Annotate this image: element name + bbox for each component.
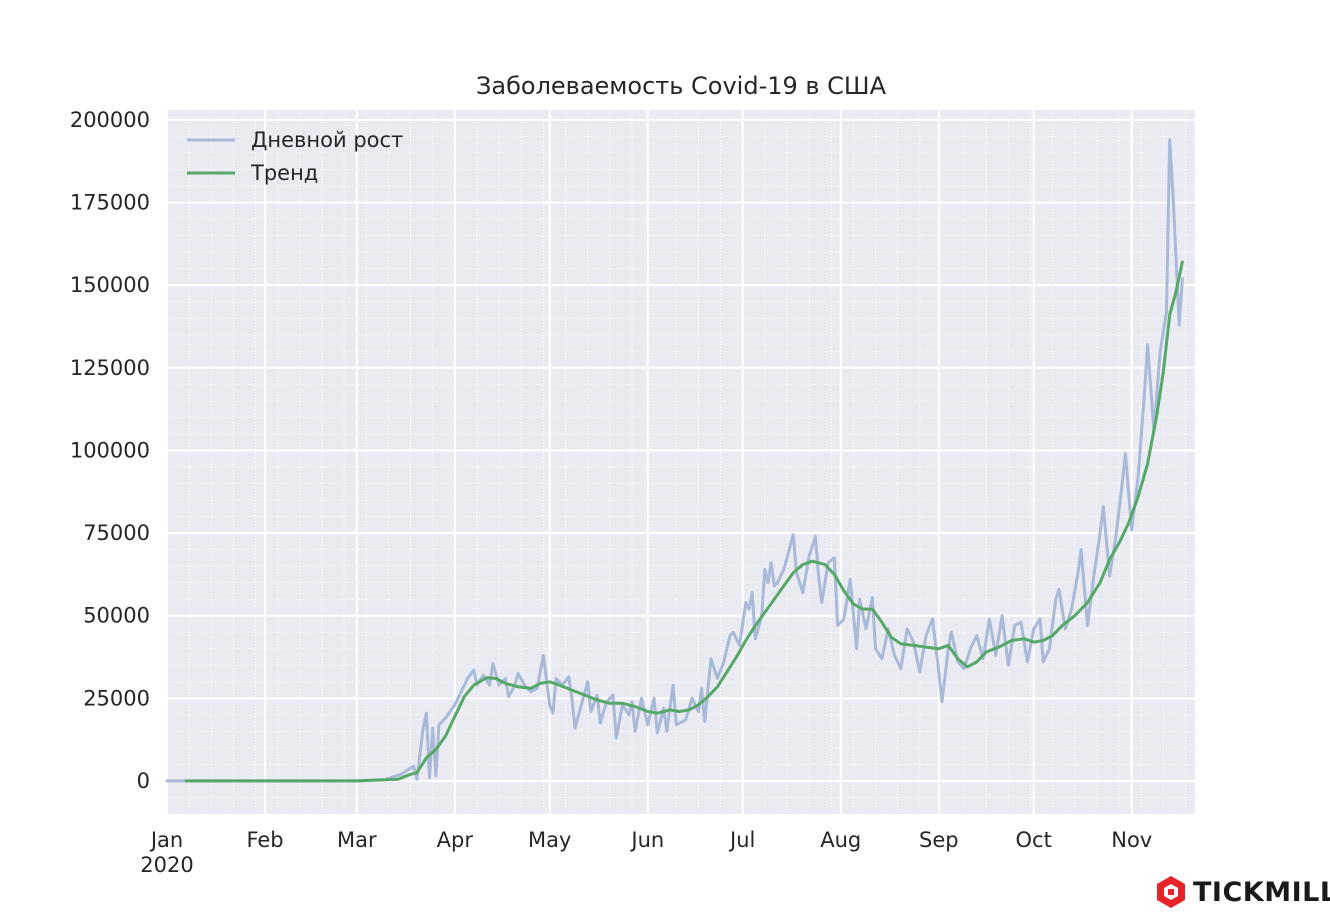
tickmill-logo-icon (1157, 876, 1185, 908)
logo-text: TICKMILL (1193, 876, 1330, 908)
logo: TICKMILL (1155, 874, 1330, 910)
x-tick-label: Jul (728, 828, 755, 852)
y-tick-label: 175000 (70, 191, 150, 215)
y-tick-label: 25000 (83, 686, 150, 710)
legend-label: Дневной рост (251, 128, 403, 152)
x-tick-label: Oct (1016, 828, 1052, 852)
x-tick-label: May (528, 828, 571, 852)
x-tick-label: Sep (919, 828, 959, 852)
y-tick-label: 200000 (70, 108, 150, 132)
x-tick-label: Apr (437, 828, 474, 852)
x-tick-label: Feb (246, 828, 283, 852)
x-tick-label: Jan (149, 828, 183, 852)
x-tick-label: Nov (1111, 828, 1152, 852)
y-tick-label: 150000 (70, 273, 150, 297)
series-line-1 (165, 138, 1184, 783)
x-tick-label: Jun (629, 828, 664, 852)
y-tick-label: 100000 (70, 438, 150, 462)
y-tick-label: 0 (137, 769, 150, 793)
legend-label: Тренд (250, 161, 318, 185)
y-tick-label: 125000 (70, 356, 150, 380)
x-tick-sublabel: 2020 (140, 853, 193, 877)
x-tick-label: Aug (820, 828, 861, 852)
plot-background (167, 110, 1195, 814)
x-tick-label: Mar (337, 828, 377, 852)
y-tick-label: 75000 (83, 521, 150, 545)
series-layer (165, 138, 1184, 783)
y-tick-label: 50000 (83, 604, 150, 628)
major-grid (166, 110, 1195, 814)
legend: Дневной рост Тренд (187, 128, 403, 185)
chart-title: Заболеваемость Covid-19 в США (476, 72, 887, 100)
series-line-2 (184, 260, 1184, 783)
y-axis-tick-labels: 0 25000 50000 75000 100000 125000 150000 175000… (70, 108, 150, 793)
